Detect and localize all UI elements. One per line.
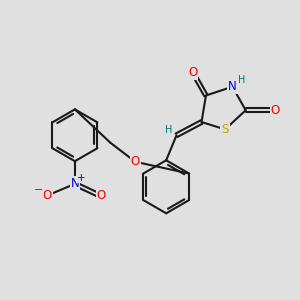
Text: O: O [97,189,106,202]
Text: +: + [76,173,85,183]
Text: −: − [34,185,43,195]
Text: S: S [221,123,229,136]
Text: O: O [42,189,52,202]
Text: O: O [188,66,197,79]
Text: O: O [131,155,140,168]
Text: H: H [165,125,172,135]
Text: O: O [271,104,280,117]
Text: H: H [238,75,246,85]
Text: N: N [70,177,79,190]
Text: N: N [228,80,237,93]
